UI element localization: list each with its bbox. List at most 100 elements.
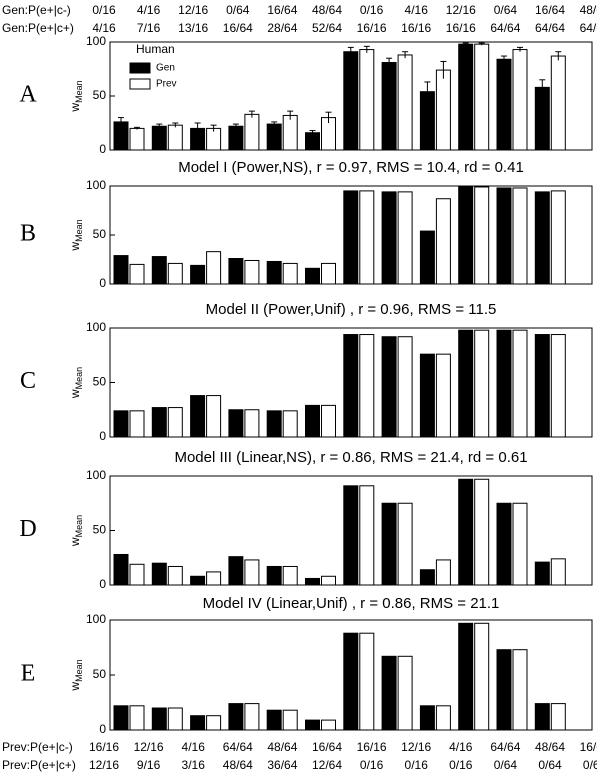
bar [129,705,145,731]
y-tick-label: 50 [93,88,107,102]
condition-value: 16/16 [357,740,387,754]
bar [458,329,474,438]
bar [419,705,435,731]
bar [512,502,528,586]
bar [190,395,206,438]
condition-value: 16/16 [446,21,476,35]
bar [228,125,244,151]
bar [381,502,397,586]
bar [343,51,359,151]
legend-label: Gen [156,63,175,74]
bar [512,649,528,731]
bar [343,190,359,285]
bar [113,705,129,731]
bar [190,264,206,285]
condition-value: 0/64 [538,758,562,772]
bar [129,410,145,438]
bar [534,561,550,586]
y-axis-label-sub: Mean [74,659,84,682]
y-tick-label: 100 [86,320,106,334]
bar [167,707,183,731]
bar [397,54,413,151]
bar [206,251,222,285]
bar [228,409,244,438]
condition-value: 0/64 [226,3,250,17]
condition-value: 0/16 [405,758,429,772]
bar [419,230,435,285]
condition-value: 52/64 [312,21,342,35]
bar [266,123,282,151]
bar [113,255,129,285]
y-tick-label: 0 [99,142,106,156]
bar [305,132,320,151]
condition-value: 64/64 [580,21,597,35]
bar [550,190,566,285]
condition-value: 0/16 [360,3,384,17]
bar [129,263,145,285]
bar [381,336,397,438]
y-tick-label: 0 [99,276,106,290]
y-axis-label: wMean [68,219,84,251]
condition-label: Gen:P(e+|c+) [2,21,74,35]
bar [550,334,566,438]
legend-label: Prev [156,79,177,90]
bar [228,556,244,586]
bar [129,127,145,151]
bar [305,404,320,438]
bar [397,191,413,285]
condition-label: Prev:P(e+|c-) [2,740,73,754]
panel-title: Model II (Power,Unif) , r = 0.96, RMS = … [206,301,497,318]
y-tick-label: 50 [93,523,107,537]
bar [167,124,183,151]
panel-letter: E [21,661,36,687]
condition-value: 0/64 [494,3,518,17]
bar [359,334,375,438]
condition-value: 4/16 [182,740,206,754]
bar [343,632,359,731]
bar [550,558,566,586]
y-tick-label: 100 [86,468,106,482]
condition-value: 16/16 [357,21,387,35]
bar [496,502,512,586]
condition-value: 12/16 [134,740,164,754]
condition-value: 16/64 [580,740,597,754]
condition-value: 0/16 [92,3,116,17]
bar [305,267,320,285]
bar [167,565,183,586]
bar [496,329,512,438]
condition-value: 12/16 [89,758,119,772]
y-tick-label: 50 [93,227,107,241]
bar [474,622,490,731]
bar [550,703,566,731]
panel-title: Model I (Power,NS), r = 0.97, RMS = 10.4… [178,159,524,176]
bar [321,262,336,285]
condition-value: 12/16 [178,3,208,17]
bar [381,62,397,151]
bar [190,715,206,731]
condition-value: 16/16 [89,740,119,754]
condition-value: 16/16 [401,21,431,35]
y-axis-label-main: w [68,389,82,399]
bar [282,709,298,731]
condition-value: 64/64 [490,21,520,35]
bar [435,559,451,586]
y-tick-label: 0 [99,577,106,591]
panel-letter: D [19,516,36,542]
condition-value: 0/16 [360,758,384,772]
panel-letter: C [20,368,36,394]
bar [397,502,413,586]
bar [266,410,282,438]
condition-value: 16/64 [312,740,342,754]
bar [474,43,490,151]
bar [113,410,129,438]
y-tick-label: 100 [86,34,106,48]
bar [534,334,550,438]
condition-value: 4/16 [92,21,116,35]
bar [321,404,336,438]
bar [113,553,129,586]
condition-value: 12/16 [401,740,431,754]
panel-letter: A [19,82,37,108]
bar [534,191,550,285]
condition-value: 3/16 [182,758,206,772]
condition-value: 64/64 [535,21,565,35]
